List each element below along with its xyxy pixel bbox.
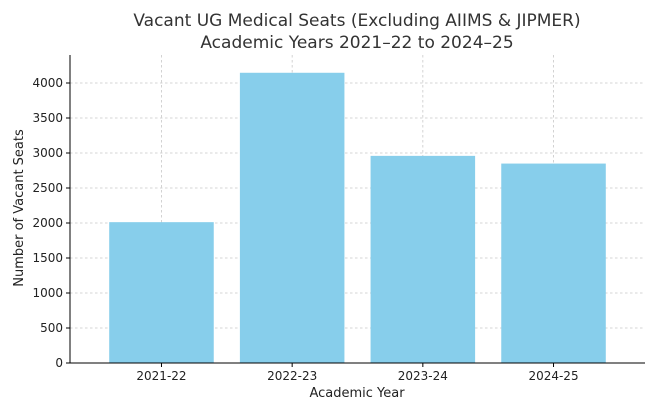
y-tick-label: 500 [40,321,63,335]
bar-2024-25 [501,163,606,363]
bars [109,72,606,363]
bar-2021-22 [109,222,214,363]
y-tick-label: 0 [55,356,63,370]
y-tick-label: 4000 [32,76,63,90]
y-tick-label: 1500 [32,251,63,265]
x-tick-label: 2022-23 [267,369,317,383]
axes [66,55,645,367]
y-axis-label: Number of Vacant Seats [12,129,27,287]
y-tick-label: 1000 [32,286,63,300]
bar-2023-24 [370,155,476,363]
y-tick-label: 3000 [32,146,63,160]
x-tick-label: 2024-25 [528,369,578,383]
y-tick-label: 3500 [32,111,63,125]
x-tick-label: 2021-22 [136,369,186,383]
x-tick-label: 2023-24 [398,369,448,383]
tick-labels: 0 500 1000 1500 2000 2500 3000 3500 4000 2021-22 2… [32,76,578,383]
y-tick-label: 2000 [32,216,63,230]
chart-title-line-2: Academic Years 2021–22 to 2024–25 [200,33,513,53]
x-axis-label: Academic Year [309,386,405,401]
y-tick-label: 2500 [32,181,63,195]
chart-title-line-1: Vacant UG Medical Seats (Excluding AIIMS… [133,11,580,31]
bar-2022-23 [239,72,345,363]
